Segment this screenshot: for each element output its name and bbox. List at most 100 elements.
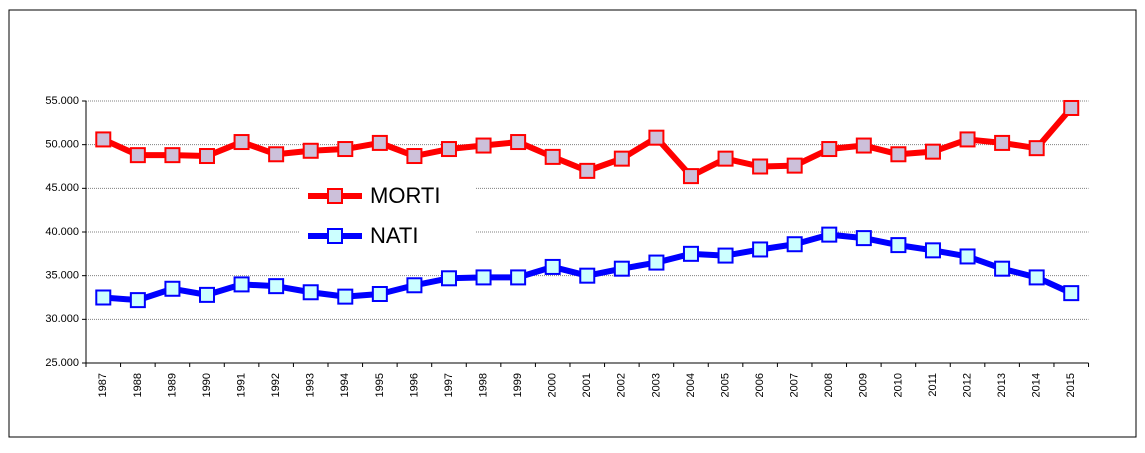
marker (924, 143, 941, 160)
x-tick-label: 1990 (201, 373, 213, 397)
marker (371, 134, 388, 151)
marker (924, 242, 941, 259)
marker (752, 241, 769, 258)
marker (994, 260, 1011, 277)
marker (198, 286, 215, 303)
legend-marker (327, 188, 343, 204)
x-tick-label: 2013 (996, 373, 1008, 397)
y-tick-label: 25.000 (45, 357, 79, 369)
marker (752, 158, 769, 175)
x-tick-label: 1994 (339, 373, 351, 397)
marker (544, 148, 561, 165)
x-tick-label: 2005 (719, 373, 731, 397)
marker (717, 247, 734, 264)
marker (994, 134, 1011, 151)
marker (1028, 269, 1045, 286)
marker (648, 254, 665, 271)
marker (544, 258, 561, 275)
x-tick-label: 1987 (97, 373, 109, 397)
marker (406, 277, 423, 294)
marker (579, 162, 596, 179)
marker (129, 292, 146, 309)
marker (440, 141, 457, 158)
x-tick-label: 2004 (685, 373, 697, 397)
x-tick-label: 1991 (235, 373, 247, 397)
marker (1028, 140, 1045, 157)
marker (959, 248, 976, 265)
marker (855, 137, 872, 154)
x-tick-label: 1996 (408, 373, 420, 397)
marker (95, 289, 112, 306)
x-tick-label: 1999 (512, 373, 524, 397)
x-tick-label: 1988 (132, 373, 144, 397)
legend-label: NATI (370, 223, 418, 248)
y-tick-label: 30.000 (45, 313, 79, 325)
marker (510, 269, 527, 286)
marker (164, 280, 181, 297)
marker (268, 146, 285, 163)
marker (198, 148, 215, 165)
marker (821, 141, 838, 158)
marker (406, 148, 423, 165)
x-tick-label: 1993 (305, 373, 317, 397)
marker (164, 147, 181, 164)
marker (648, 129, 665, 146)
x-tick-label: 2002 (616, 373, 628, 397)
marker (510, 134, 527, 151)
x-tick-label: 1995 (374, 373, 386, 397)
x-tick-label: 2010 (892, 373, 904, 397)
x-tick-label: 2012 (961, 373, 973, 397)
marker (233, 276, 250, 293)
marker (129, 147, 146, 164)
x-tick-label: 2001 (581, 373, 593, 397)
marker (855, 230, 872, 247)
marker (890, 237, 907, 254)
marker (717, 150, 734, 167)
legend-label: MORTI (370, 183, 440, 208)
marker (613, 150, 630, 167)
x-tick-label: 2007 (789, 373, 801, 397)
x-tick-label: 2000 (547, 373, 559, 397)
x-tick-label: 2009 (858, 373, 870, 397)
marker (302, 142, 319, 159)
x-tick-label: 2015 (1065, 373, 1077, 397)
x-tick-label: 2014 (1031, 373, 1043, 397)
marker (337, 141, 354, 158)
marker (682, 168, 699, 185)
marker (337, 288, 354, 305)
y-tick-label: 35.000 (45, 270, 79, 282)
marker (579, 267, 596, 284)
marker (1063, 99, 1080, 116)
marker (475, 269, 492, 286)
marker (1063, 285, 1080, 302)
x-tick-label: 1992 (270, 373, 282, 397)
marker (233, 134, 250, 151)
x-tick-label: 2011 (927, 373, 939, 397)
x-tick-label: 1989 (166, 373, 178, 397)
marker (682, 245, 699, 262)
marker (371, 286, 388, 303)
x-tick-label: 2006 (754, 373, 766, 397)
marker (959, 131, 976, 148)
x-tick-label: 1998 (477, 373, 489, 397)
x-tick-label: 1997 (443, 373, 455, 397)
marker (890, 146, 907, 163)
x-tick-label: 2008 (823, 373, 835, 397)
marker (821, 226, 838, 243)
marker (786, 157, 803, 174)
marker (786, 236, 803, 253)
marker (613, 260, 630, 277)
chart-frame (8, 9, 1137, 438)
y-tick-label: 55.000 (45, 95, 79, 107)
marker (268, 278, 285, 295)
y-tick-label: 45.000 (45, 182, 79, 194)
marker (95, 131, 112, 148)
legend-marker (327, 228, 343, 244)
y-tick-label: 40.000 (45, 226, 79, 238)
x-tick-label: 2003 (650, 373, 662, 397)
marker (475, 137, 492, 154)
marker (302, 284, 319, 301)
marker (440, 270, 457, 287)
y-tick-label: 50.000 (45, 139, 79, 151)
